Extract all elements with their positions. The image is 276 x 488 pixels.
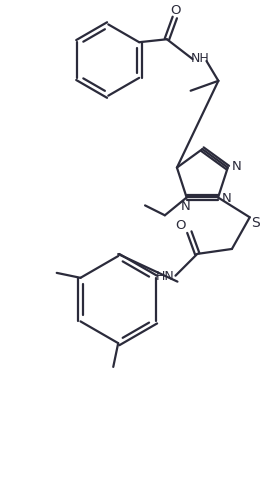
Text: N: N — [181, 200, 190, 212]
Text: S: S — [251, 216, 260, 230]
Text: N: N — [222, 192, 232, 204]
Text: O: O — [171, 4, 181, 17]
Text: HN: HN — [156, 270, 175, 283]
Text: N: N — [232, 160, 242, 173]
Text: NH: NH — [191, 51, 210, 64]
Text: O: O — [175, 218, 186, 231]
